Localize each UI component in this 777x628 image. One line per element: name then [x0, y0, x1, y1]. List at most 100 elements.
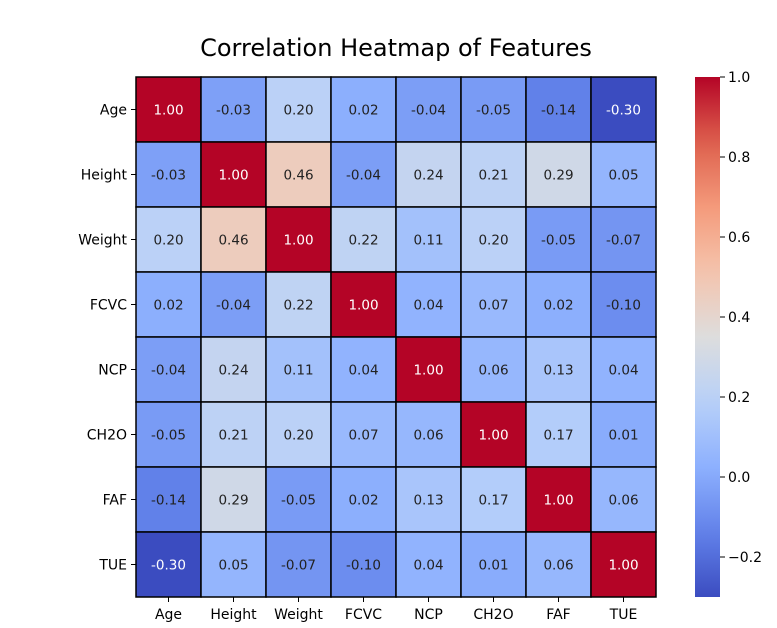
cell-value-label: 1.00 — [478, 428, 508, 444]
heatmap-cell — [265, 206, 332, 273]
heatmap-cell — [525, 206, 592, 273]
heatmap-cell — [525, 336, 592, 403]
x-tick-label: Age — [155, 607, 182, 623]
heatmap-value-labels: 1.00 -0.03 0.20 0.02 -0.04 -0.05 -0.14 -0.30 -0.… — [151, 103, 641, 574]
cell-value-label: 0.29 — [218, 493, 248, 509]
y-tick-label: TUE — [98, 558, 127, 574]
heatmap-cell — [330, 206, 397, 273]
x-axis: Age Height Weight FCVC NCP CH2O FAF TUE — [155, 597, 637, 623]
y-tick-label: FAF — [103, 493, 127, 509]
cell-value-label: 0.02 — [543, 298, 573, 314]
x-tick-label: TUE — [609, 607, 638, 623]
heatmap-cell — [395, 531, 462, 598]
cell-value-label: -0.14 — [151, 493, 186, 509]
cell-value-label: 0.04 — [413, 298, 443, 314]
cell-value-label: 0.13 — [543, 363, 573, 379]
heatmap-cell — [590, 336, 657, 403]
cell-value-label: 0.20 — [283, 428, 313, 444]
cell-value-label: 0.21 — [478, 168, 508, 184]
cell-value-label: -0.04 — [411, 103, 446, 119]
heatmap-cell — [590, 531, 657, 598]
heatmap-cell — [460, 466, 527, 533]
heatmap-cell — [395, 336, 462, 403]
heatmap-cell — [200, 141, 267, 208]
y-tick-label: Height — [81, 168, 128, 184]
cell-value-label: 0.13 — [413, 493, 443, 509]
cell-value-label: 0.17 — [478, 493, 508, 509]
heatmap-cell — [200, 206, 267, 273]
cell-value-label: 1.00 — [413, 363, 443, 379]
x-tick-label: FCVC — [345, 607, 382, 623]
colorbar-tick-label: 1.0 — [728, 70, 750, 86]
heatmap-cell — [200, 401, 267, 468]
cell-value-label: -0.14 — [541, 103, 576, 119]
y-tick-label: Age — [100, 103, 127, 119]
colorbar-gradient — [695, 77, 720, 597]
cell-value-label: 0.01 — [478, 558, 508, 574]
x-tick-label: NCP — [414, 607, 443, 623]
y-tick-label: CH2O — [87, 428, 127, 444]
cell-value-label: -0.05 — [151, 428, 186, 444]
heatmap-cell — [590, 401, 657, 468]
cell-value-label: 0.24 — [413, 168, 443, 184]
cell-value-label: 0.29 — [543, 168, 573, 184]
heatmap-cell — [200, 76, 267, 143]
cell-value-label: 0.07 — [478, 298, 508, 314]
heatmap-cell — [395, 206, 462, 273]
cell-value-label: 0.20 — [153, 233, 183, 249]
cell-value-label: 0.05 — [218, 558, 248, 574]
colorbar: −0.2 0.0 0.2 0.4 0.6 0.8 1.0 — [695, 70, 762, 597]
cell-value-label: 0.20 — [478, 233, 508, 249]
cell-value-label: -0.03 — [151, 168, 186, 184]
cell-value-label: -0.07 — [606, 233, 641, 249]
colorbar-tick-label: 0.8 — [728, 150, 750, 166]
heatmap-cell — [590, 466, 657, 533]
cell-value-label: 0.21 — [218, 428, 248, 444]
cell-value-label: 0.20 — [283, 103, 313, 119]
cell-value-label: -0.30 — [606, 103, 641, 119]
heatmap-cell — [460, 401, 527, 468]
heatmap-cell — [460, 206, 527, 273]
heatmap-cell — [265, 466, 332, 533]
heatmap-cell — [395, 401, 462, 468]
heatmap-cell — [395, 271, 462, 338]
cell-value-label: 0.06 — [543, 558, 573, 574]
cell-value-label: 0.04 — [413, 558, 443, 574]
heatmap-cell — [330, 141, 397, 208]
colorbar-tick-label: 0.0 — [728, 470, 750, 486]
heatmap-cell — [525, 271, 592, 338]
heatmap-cell — [525, 401, 592, 468]
cell-value-label: 0.17 — [543, 428, 573, 444]
heatmap-cell — [525, 466, 592, 533]
heatmap-cell — [135, 76, 202, 143]
heatmap-cell — [330, 336, 397, 403]
y-tick-label: FCVC — [90, 298, 127, 314]
cell-value-label: 0.46 — [283, 168, 313, 184]
heatmap-cell — [590, 141, 657, 208]
cell-value-label: 0.04 — [348, 363, 378, 379]
heatmap-cell — [460, 141, 527, 208]
cell-value-label: 0.11 — [283, 363, 313, 379]
cell-value-label: 0.04 — [608, 363, 638, 379]
cell-value-label: -0.05 — [541, 233, 576, 249]
heatmap-cell — [395, 466, 462, 533]
cell-value-label: 1.00 — [543, 493, 573, 509]
cell-value-label: 0.11 — [413, 233, 443, 249]
colorbar-tick-label: 0.4 — [728, 310, 750, 326]
cell-value-label: 0.06 — [413, 428, 443, 444]
cell-value-label: -0.10 — [606, 298, 641, 314]
cell-value-label: 0.06 — [478, 363, 508, 379]
cell-value-label: 0.22 — [283, 298, 313, 314]
x-tick-label: FAF — [546, 607, 570, 623]
cell-value-label: -0.07 — [281, 558, 316, 574]
cell-value-label: -0.04 — [346, 168, 381, 184]
colorbar-tick-label: −0.2 — [728, 550, 762, 566]
cell-value-label: -0.04 — [151, 363, 186, 379]
cell-value-label: -0.04 — [216, 298, 251, 314]
colorbar-tick-label: 0.2 — [728, 390, 750, 406]
cell-value-label: 0.05 — [608, 168, 638, 184]
heatmap-cell — [265, 271, 332, 338]
cell-value-label: -0.03 — [216, 103, 251, 119]
cell-value-label: 0.24 — [218, 363, 248, 379]
